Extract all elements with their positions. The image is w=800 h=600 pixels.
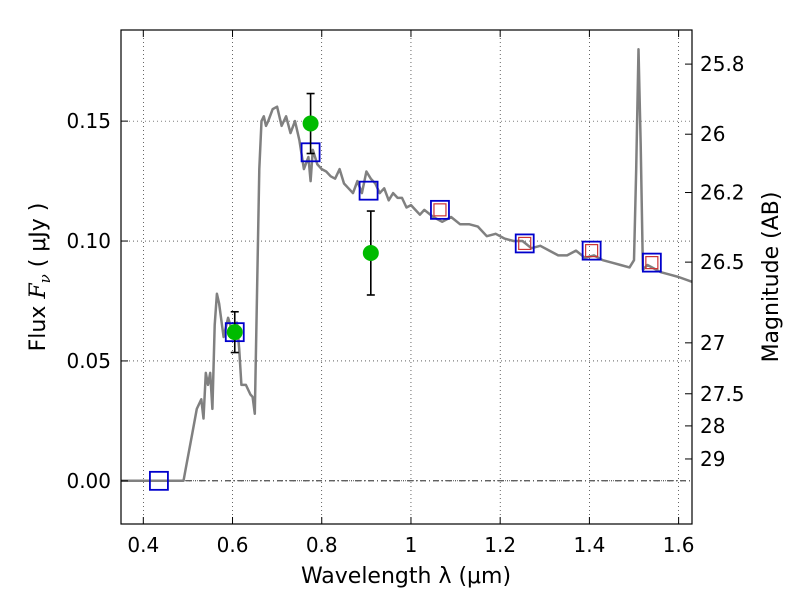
observed-point xyxy=(302,115,319,132)
x-axis-label: Wavelength λ (μm) xyxy=(301,564,511,589)
observed-flux-points xyxy=(226,92,379,354)
synthetic-square xyxy=(641,252,662,273)
y2-tick-label: 27.5 xyxy=(700,382,745,406)
x-axis-ticks: 0.4 0.6 0.8 1 1.2 1.4 1.6 xyxy=(127,30,695,557)
x-tick-label: 0.8 xyxy=(306,533,338,557)
observed-point xyxy=(362,245,379,262)
y2-tick-label: 28 xyxy=(700,414,725,438)
synthetic-square xyxy=(581,240,602,261)
synthetic-square xyxy=(430,199,450,220)
synthetic-flux-points xyxy=(149,142,662,491)
y2-tick-label: 26 xyxy=(700,122,725,146)
y2-tick-label: 26.5 xyxy=(700,250,745,274)
band-square xyxy=(585,244,599,258)
plot-area xyxy=(121,30,692,524)
x-tick-label: 1.4 xyxy=(573,533,605,557)
x-tick-label: 1.6 xyxy=(663,533,695,557)
y-axis-ticks: 0.00 0.05 0.10 0.15 xyxy=(66,109,128,493)
band-square xyxy=(645,256,659,270)
y2-axis-label: Magnitude (AB) xyxy=(759,192,784,363)
band-square xyxy=(518,236,532,251)
y-tick-label: 0.15 xyxy=(66,109,111,133)
band-square xyxy=(433,203,447,217)
x-tick-label: 0.4 xyxy=(127,533,159,557)
y-tick-label: 0.10 xyxy=(66,229,111,253)
y-tick-label: 0.00 xyxy=(66,469,111,493)
plot-border xyxy=(120,29,693,525)
y2-tick-label: 25.8 xyxy=(700,52,745,76)
x-tick-label: 1 xyxy=(405,533,418,557)
synthetic-square xyxy=(358,180,379,201)
y-axis-label: Flux Fν ( μJy ) xyxy=(26,203,54,352)
y2-tick-label: 27 xyxy=(700,331,725,355)
y-tick-label: 0.05 xyxy=(66,349,111,373)
band-flux-points xyxy=(433,203,659,270)
synthetic-square xyxy=(514,233,535,254)
y2-axis-ticks: 25.8 26 26.2 26.5 27 27.5 28 29 xyxy=(685,52,745,471)
observed-point xyxy=(226,324,243,341)
x-tick-label: 0.6 xyxy=(217,533,249,557)
x-tick-label: 1.2 xyxy=(484,533,516,557)
y2-tick-label: 29 xyxy=(700,447,725,471)
y2-tick-label: 26.2 xyxy=(700,181,745,205)
synthetic-square xyxy=(149,470,169,491)
